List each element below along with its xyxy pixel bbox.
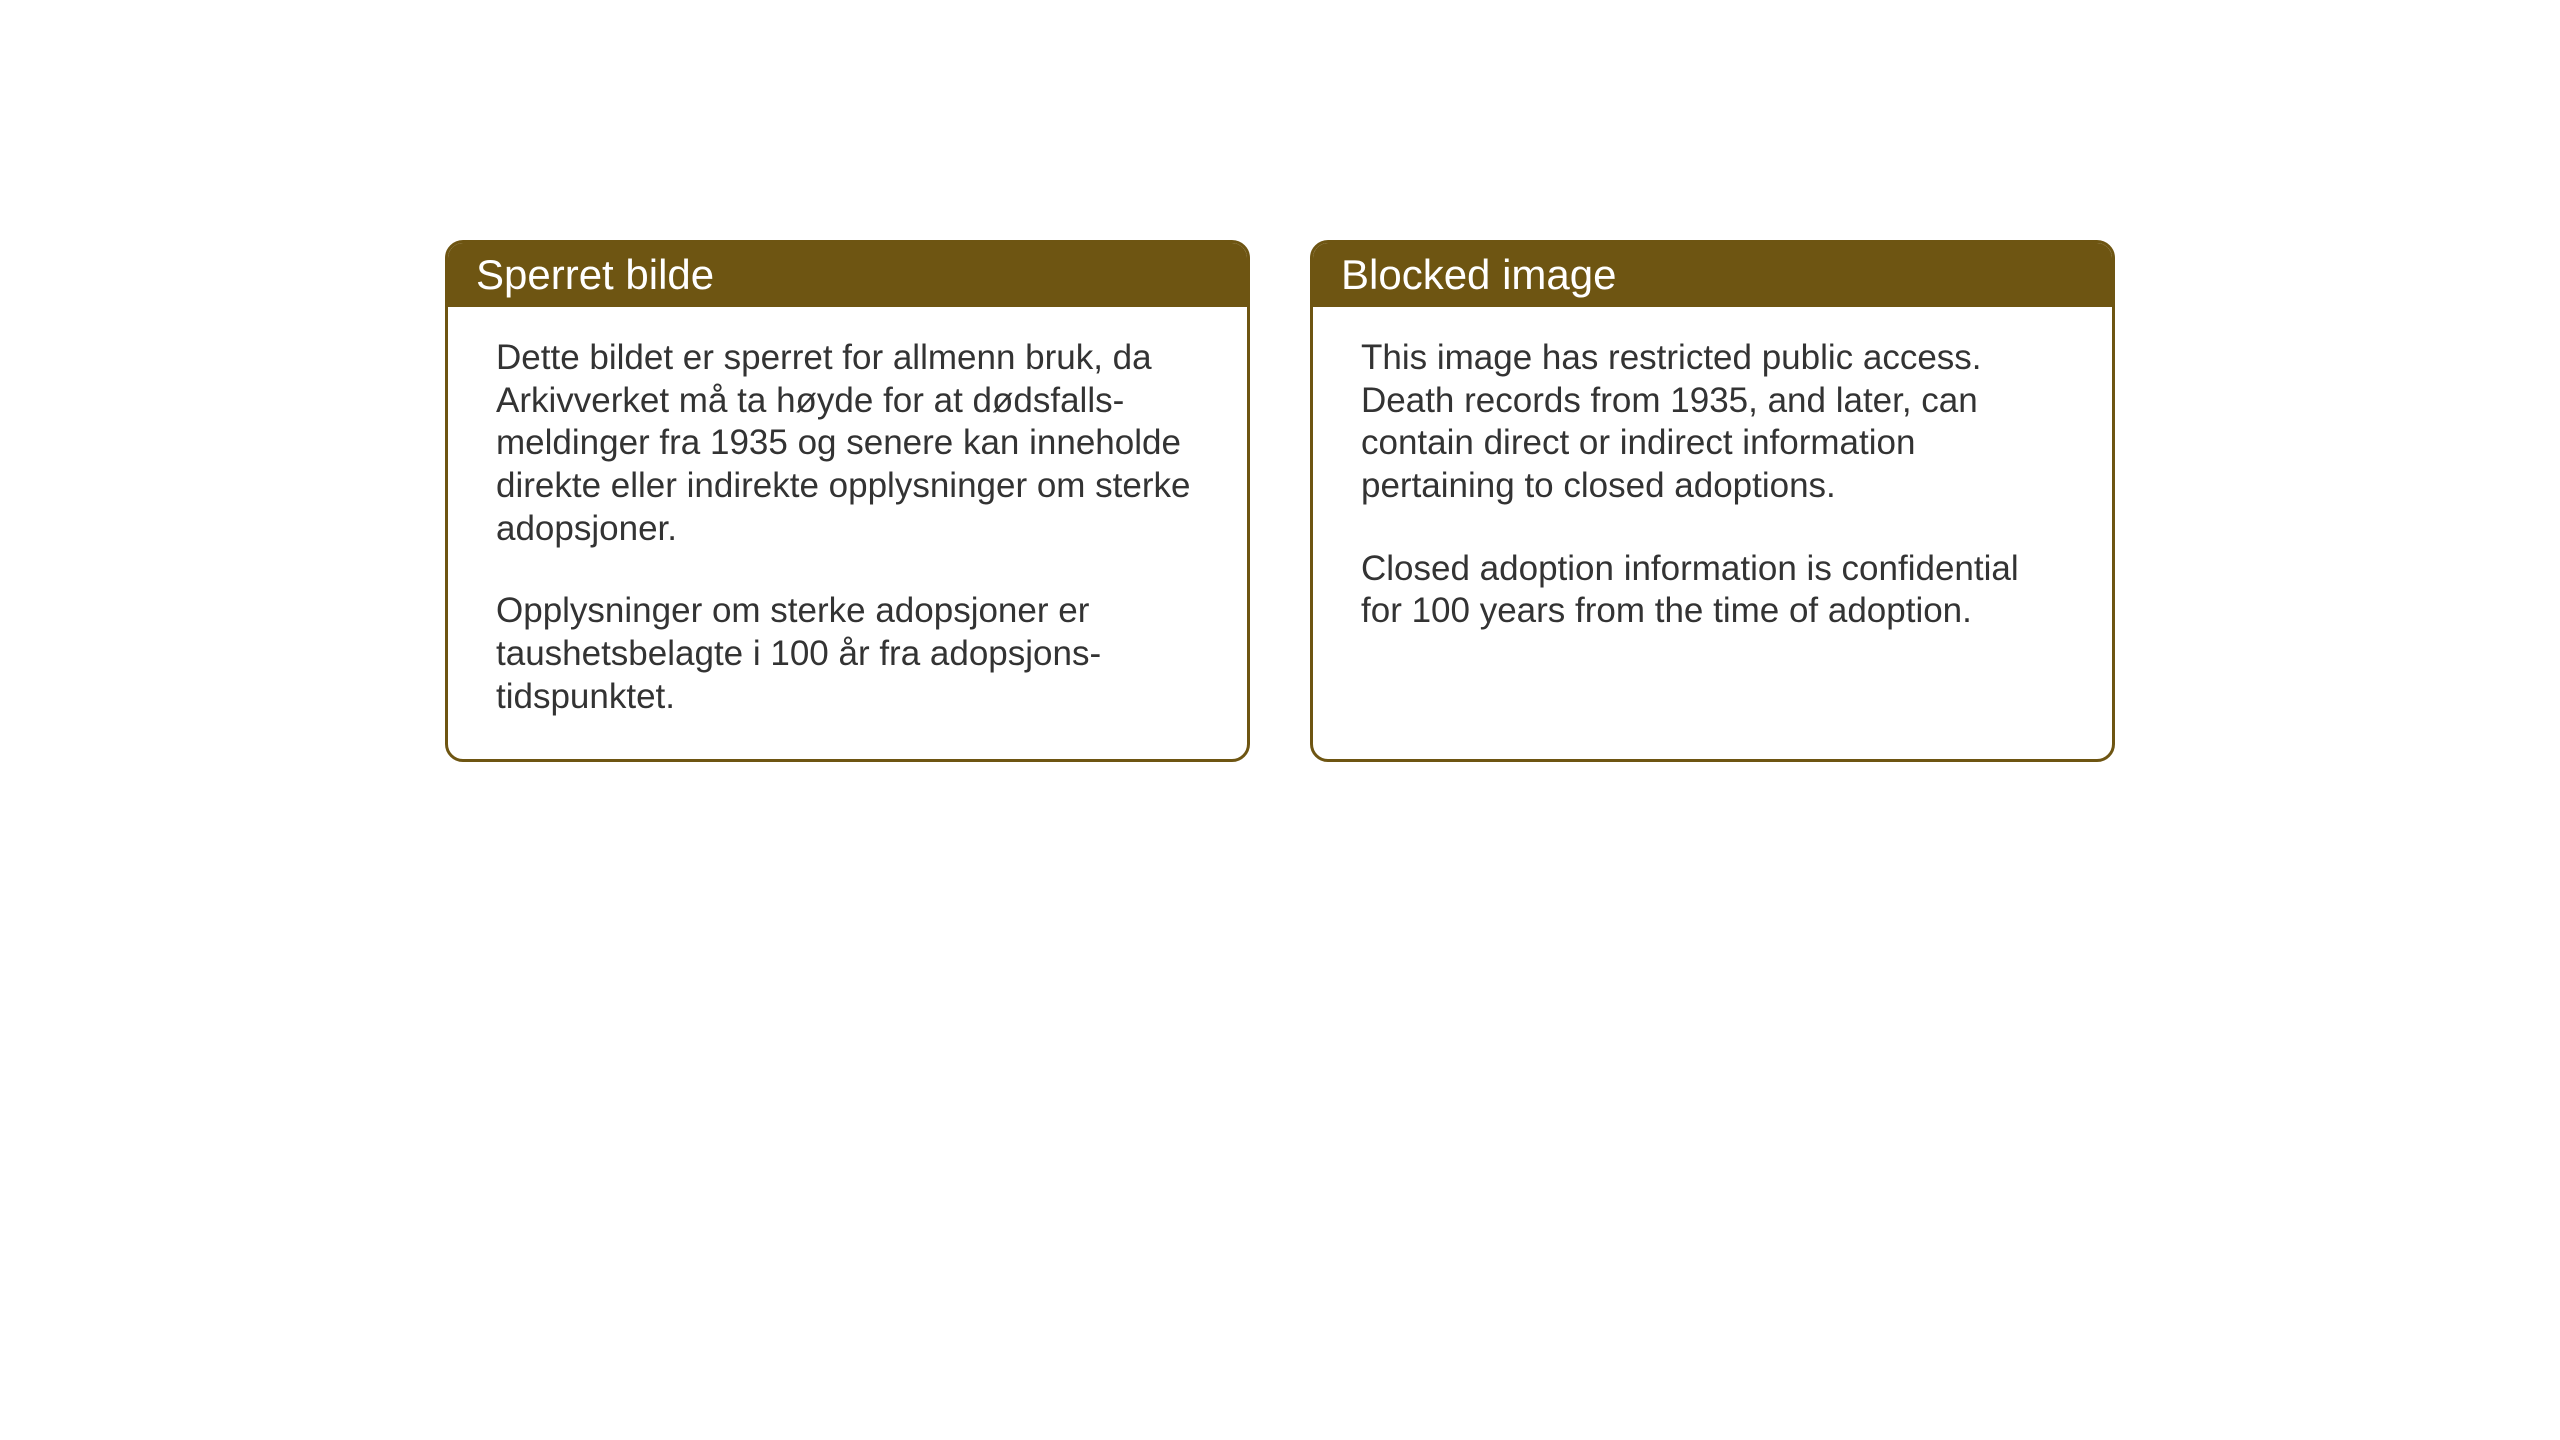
norwegian-paragraph-2: Opplysninger om sterke adopsjoner er tau… xyxy=(496,590,1199,718)
english-card-header: Blocked image xyxy=(1313,243,2112,307)
english-paragraph-2: Closed adoption information is confident… xyxy=(1361,548,2064,633)
norwegian-card-title: Sperret bilde xyxy=(476,251,1219,299)
norwegian-card-body: Dette bildet er sperret for allmenn bruk… xyxy=(448,307,1247,759)
english-paragraph-1: This image has restricted public access.… xyxy=(1361,337,2064,508)
norwegian-card-header: Sperret bilde xyxy=(448,243,1247,307)
paragraph-break xyxy=(496,550,1199,590)
english-card-title: Blocked image xyxy=(1341,251,2084,299)
english-card-body: This image has restricted public access.… xyxy=(1313,307,2112,747)
norwegian-paragraph-1: Dette bildet er sperret for allmenn bruk… xyxy=(496,337,1199,550)
notice-cards-container: Sperret bilde Dette bildet er sperret fo… xyxy=(445,240,2115,762)
norwegian-notice-card: Sperret bilde Dette bildet er sperret fo… xyxy=(445,240,1250,762)
paragraph-break xyxy=(1361,508,2064,548)
english-notice-card: Blocked image This image has restricted … xyxy=(1310,240,2115,762)
